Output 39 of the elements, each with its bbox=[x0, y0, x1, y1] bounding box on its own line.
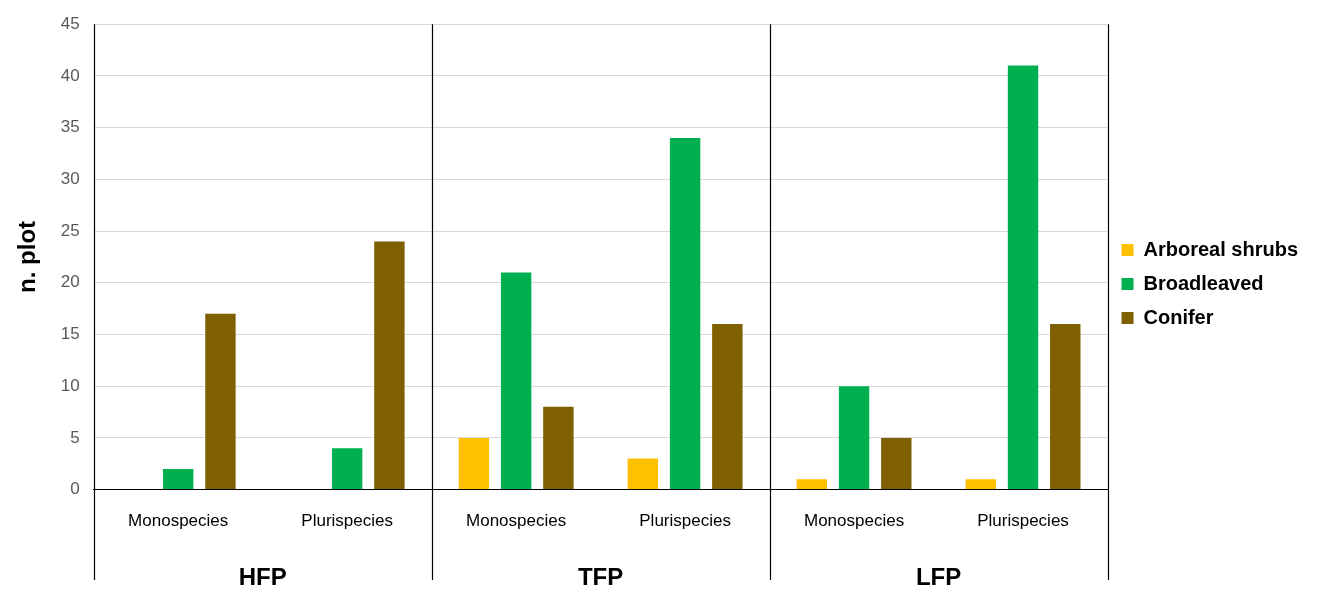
y-tick-label: 10 bbox=[60, 375, 80, 395]
x-tick-label: Plurispecies bbox=[301, 511, 393, 531]
y-tick-label: 45 bbox=[60, 13, 80, 33]
bar bbox=[627, 458, 659, 490]
bar bbox=[712, 324, 743, 490]
bar bbox=[965, 479, 996, 490]
bar bbox=[374, 241, 405, 490]
y-tick-label: 15 bbox=[60, 324, 80, 344]
bar bbox=[205, 313, 236, 490]
text: HFP bbox=[238, 562, 287, 590]
bar bbox=[162, 468, 194, 490]
legend-label: Arboreal shrubs bbox=[1143, 237, 1298, 260]
y-tick-label: 0 bbox=[70, 479, 80, 499]
text: TFP bbox=[577, 562, 624, 590]
y-axis-title: n. plot bbox=[13, 220, 41, 293]
x-tick-label: Plurispecies bbox=[639, 511, 731, 531]
bar bbox=[881, 437, 912, 490]
legend-label: Broadleaved bbox=[1143, 271, 1264, 294]
bar bbox=[1007, 65, 1039, 490]
bar bbox=[1050, 324, 1081, 490]
y-tick-label: 30 bbox=[60, 169, 80, 189]
x-tick-label: Monospecies bbox=[466, 511, 567, 531]
y-tick-label: 5 bbox=[70, 427, 80, 447]
bar bbox=[543, 406, 574, 490]
y-tick-label: 35 bbox=[60, 117, 80, 137]
y-tick-label: 25 bbox=[60, 220, 80, 240]
bar bbox=[331, 448, 363, 490]
bar bbox=[838, 386, 870, 490]
text: LFP bbox=[915, 562, 962, 590]
bar bbox=[500, 272, 532, 490]
x-tick-label: Monospecies bbox=[803, 511, 905, 531]
legend-label: Conifer bbox=[1143, 305, 1214, 328]
bar bbox=[458, 437, 490, 490]
y-tick-label: 20 bbox=[60, 272, 80, 292]
x-tick-label: Monospecies bbox=[128, 511, 229, 531]
x-tick-label: Plurispecies bbox=[977, 511, 1069, 531]
bar bbox=[669, 137, 701, 490]
y-tick-label: 40 bbox=[60, 65, 80, 85]
bar bbox=[796, 479, 828, 490]
